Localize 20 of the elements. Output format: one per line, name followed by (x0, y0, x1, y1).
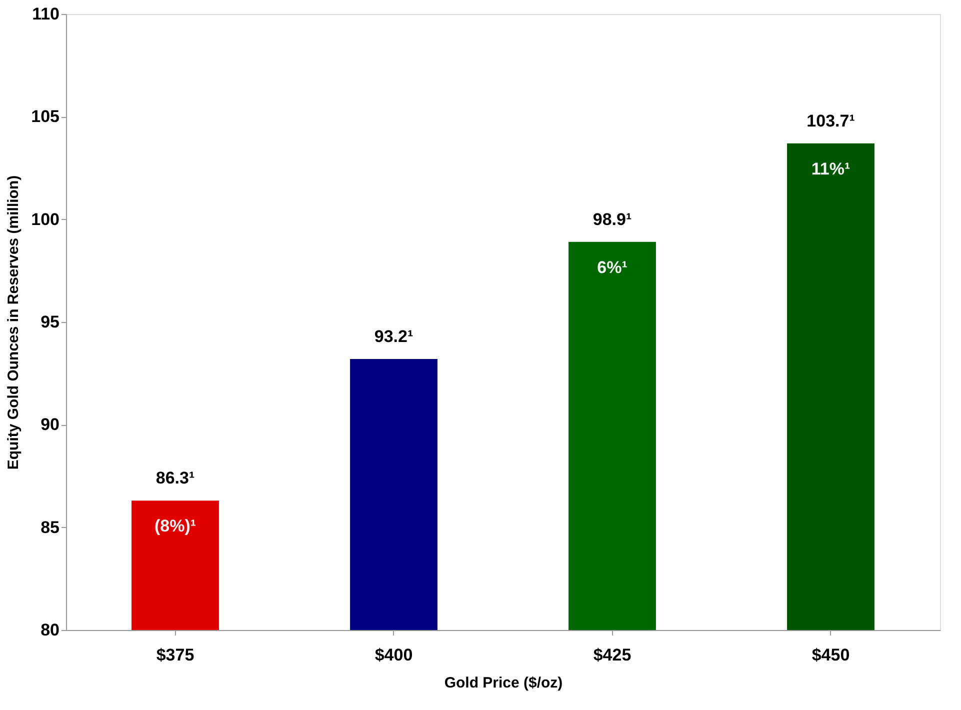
data-label: 103.7¹ (806, 111, 856, 130)
y-axis-title: Equity Gold Ounces in Reserves (million) (5, 175, 22, 470)
x-tick-label: $425 (593, 646, 632, 664)
x-axis-title: Gold Price ($/oz) (444, 674, 563, 692)
y-tick-label: 95 (40, 312, 60, 332)
y-tick-label: 105 (31, 107, 60, 126)
data-label: 98.9¹ (592, 210, 632, 229)
annotation: 11%¹ (811, 159, 850, 178)
x-tick-label: $450 (812, 646, 850, 664)
x-tick-label: $400 (374, 646, 413, 664)
y-tick-label: 110 (32, 4, 60, 24)
y-tick-label: 90 (40, 415, 60, 434)
annotation: (8%)¹ (154, 516, 196, 536)
data-label: 86.3¹ (156, 468, 195, 488)
data-label: 93.2¹ (374, 326, 414, 346)
y-tick-label: 100 (31, 210, 60, 229)
x-tick-label: $375 (156, 646, 194, 664)
annotation: 6%¹ (597, 258, 628, 277)
y-tick-label: 80 (40, 620, 60, 640)
y-tick-label: 85 (40, 518, 60, 537)
